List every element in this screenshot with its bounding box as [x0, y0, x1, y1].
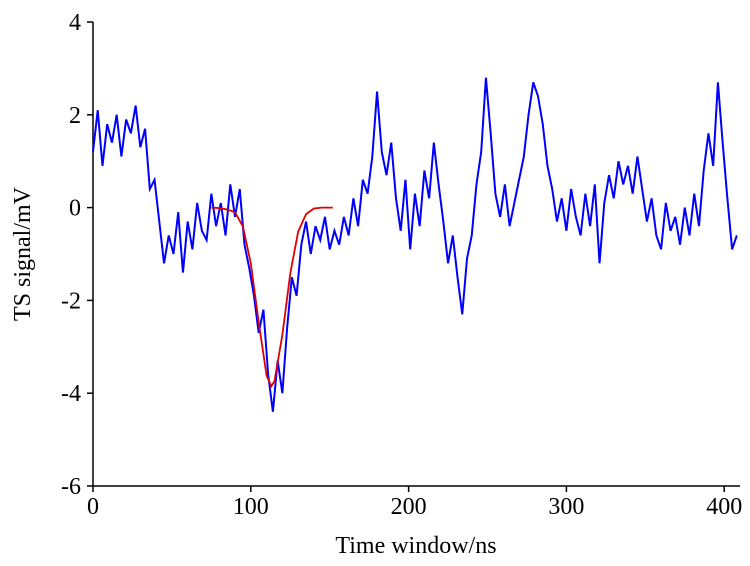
- x-tick-label: 300: [548, 494, 584, 520]
- y-tick-label: -2: [61, 288, 81, 314]
- x-tick-label: 200: [391, 494, 427, 520]
- y-tick-label: -6: [61, 474, 81, 500]
- y-tick-label: 4: [69, 10, 81, 36]
- series-line: [211, 206, 333, 389]
- x-tick-label: 100: [233, 494, 269, 520]
- y-axis-label: TS signal/mV: [10, 186, 36, 321]
- y-tick-label: -4: [61, 381, 81, 407]
- series-line: [92, 77, 738, 412]
- y-tick-label: 2: [69, 103, 81, 129]
- x-tick-label: 0: [87, 494, 99, 520]
- x-axis-label: Time window/ns: [335, 533, 496, 559]
- y-tick-label: 0: [69, 196, 81, 222]
- x-tick-label: 400: [706, 494, 742, 520]
